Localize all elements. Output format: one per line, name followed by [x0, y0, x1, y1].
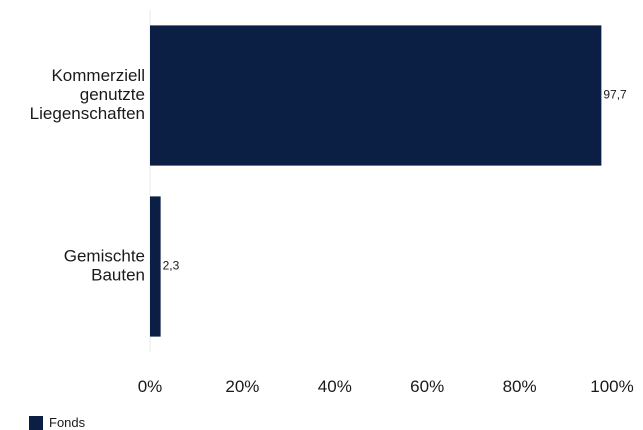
- data-label-1: 2,3: [163, 259, 180, 273]
- category-label-1: Gemischte Bauten: [64, 246, 145, 284]
- bar-0: [150, 25, 602, 166]
- x-tick-label-1: 20%: [225, 377, 259, 396]
- bar-1: [150, 196, 161, 337]
- x-tick-label-4: 80%: [503, 377, 537, 396]
- x-tick-label-5: 100%: [590, 377, 633, 396]
- x-tick-label-3: 60%: [410, 377, 444, 396]
- legend: Fonds: [29, 415, 85, 430]
- data-label-0: 97,7: [603, 88, 627, 102]
- legend-swatch-fonds: [29, 415, 43, 430]
- x-tick-label-0: 0%: [138, 377, 163, 396]
- category-label-0: Kommerziell genutzte Liegenschaften: [30, 66, 145, 123]
- x-tick-label-2: 40%: [318, 377, 352, 396]
- legend-label-fonds: Fonds: [49, 415, 86, 430]
